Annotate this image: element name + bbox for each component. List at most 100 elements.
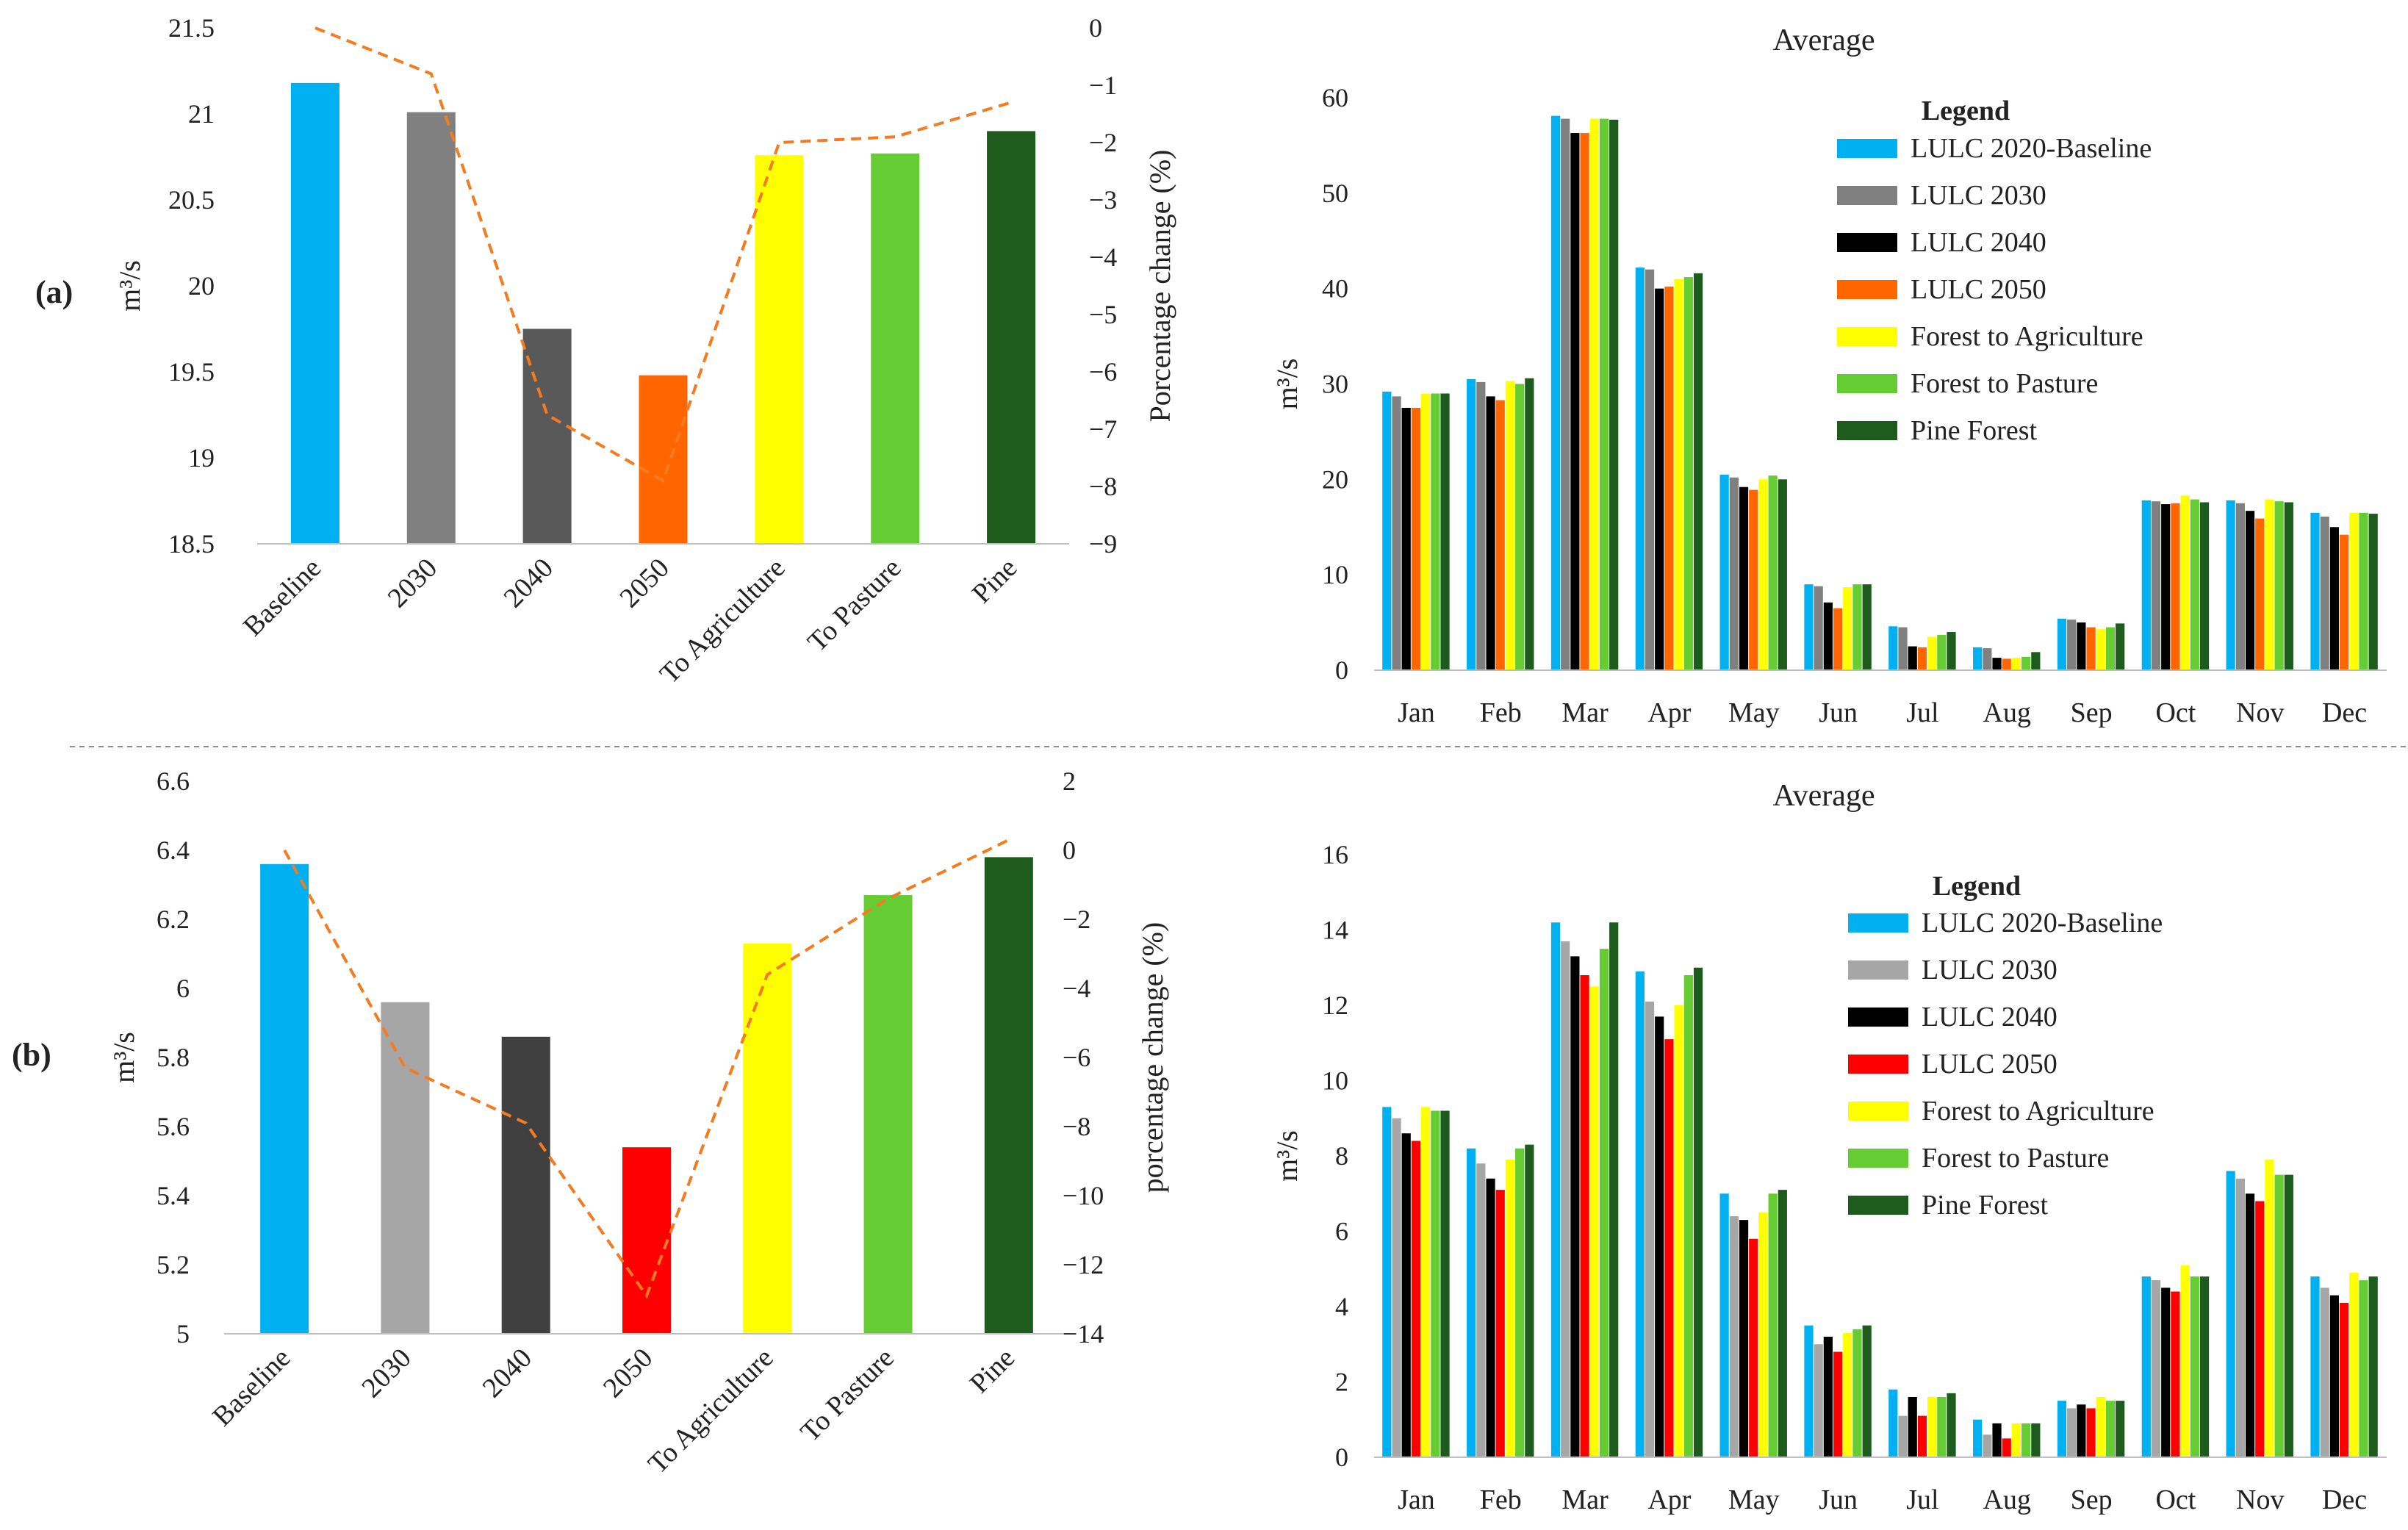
legend-entry: LULC 2040	[1911, 227, 2046, 258]
legend-swatch	[1837, 186, 1897, 205]
bar	[1927, 636, 1937, 670]
bar	[1561, 118, 1570, 670]
y-tick-label: 60	[1322, 83, 1348, 112]
bar	[1467, 379, 1476, 670]
bar	[1683, 277, 1693, 670]
bar	[2057, 618, 2067, 670]
bar	[2086, 1408, 2096, 1457]
bar	[1823, 1337, 1833, 1457]
bar	[1917, 1415, 1927, 1457]
month-label: Sep	[2071, 697, 2113, 728]
bar	[1495, 400, 1505, 670]
month-label: Feb	[1480, 697, 1522, 728]
y2-tick-label: −2	[1089, 128, 1117, 157]
y-axis-title: m³/s	[113, 260, 146, 312]
y-tick-label: 12	[1322, 991, 1348, 1020]
bar	[1645, 1001, 1655, 1457]
y-tick-label: 10	[1322, 1066, 1348, 1096]
y2-tick-label: −2	[1063, 905, 1090, 934]
y-tick-label: 2	[1335, 1368, 1348, 1397]
month-label: May	[1728, 1484, 1780, 1515]
bar	[2011, 1423, 2021, 1457]
bar	[2226, 1171, 2235, 1457]
y2-tick-label: 2	[1063, 766, 1076, 796]
month-label: Aug	[1983, 697, 2031, 728]
month-label: Jul	[1906, 1484, 1938, 1515]
bar	[1833, 608, 1843, 670]
bar	[1983, 1434, 1992, 1457]
bar	[743, 943, 792, 1334]
bar	[1862, 1325, 1872, 1457]
month-label: Nov	[2236, 1484, 2284, 1515]
bar	[2320, 1287, 2329, 1457]
bar	[1440, 393, 1450, 670]
y-tick-label: 5	[176, 1319, 190, 1348]
y-tick-label: 20	[1322, 464, 1348, 494]
bar	[1814, 586, 1823, 670]
bar	[2171, 503, 2180, 670]
legend-entry: LULC 2020-Baseline	[1911, 133, 2152, 164]
y2-tick-label: −9	[1089, 529, 1117, 559]
y2-tick-label: −8	[1089, 472, 1117, 501]
bar	[2180, 495, 2190, 670]
month-label: Sep	[2071, 1484, 2113, 1515]
bar	[381, 1002, 430, 1334]
legend-swatch	[1848, 1008, 1908, 1027]
bar	[2031, 652, 2041, 670]
bar	[2349, 512, 2359, 670]
bar	[2096, 629, 2105, 670]
bar	[639, 375, 688, 544]
y-tick-label: 6	[176, 974, 190, 1003]
legend-title: Legend	[1933, 871, 2021, 902]
legend-entry: LULC 2030	[1911, 180, 2046, 211]
legend-swatch	[1848, 960, 1908, 980]
bar	[1525, 378, 1534, 670]
legend-swatch	[1837, 139, 1897, 158]
bar	[1421, 1107, 1431, 1457]
bar	[984, 857, 1033, 1334]
y2-tick-label: −3	[1089, 185, 1117, 215]
panel-label-a: (a)	[35, 274, 73, 310]
bar	[1505, 1160, 1515, 1457]
bar	[1486, 396, 1495, 670]
bar	[2255, 518, 2265, 670]
month-label: Jun	[1819, 697, 1858, 728]
bar	[2226, 500, 2235, 670]
bar	[2199, 502, 2210, 670]
y-axis-title: m³/s	[1271, 359, 1304, 410]
bar	[1898, 627, 1908, 670]
legend-entry: LULC 2050	[1911, 274, 2046, 305]
bar	[2190, 499, 2199, 670]
bar	[1411, 407, 1421, 670]
bar	[1476, 1163, 1486, 1457]
bar	[1937, 634, 1947, 670]
bar	[2086, 627, 2096, 670]
bar	[2349, 1272, 2359, 1457]
y-tick-label: 50	[1322, 179, 1348, 208]
y2-tick-label: −6	[1063, 1043, 1090, 1072]
legend-title: Legend	[1922, 96, 2010, 126]
bar	[1749, 1238, 1758, 1457]
bar	[2329, 1295, 2339, 1457]
bar	[406, 112, 456, 544]
month-label: Mar	[1561, 1484, 1609, 1515]
bar	[1804, 584, 1814, 670]
bar	[2021, 656, 2031, 670]
bar	[1382, 391, 1392, 670]
legend-entry: LULC 2030	[1922, 955, 2057, 985]
bar	[2161, 504, 2171, 670]
bar	[863, 895, 913, 1334]
y-tick-label: 14	[1322, 916, 1348, 945]
bar	[1674, 279, 1683, 670]
legend-swatch	[1837, 421, 1897, 440]
y-tick-label: 21	[188, 99, 215, 129]
bar	[290, 82, 339, 544]
chart-b-right: 0 2 4 6 8 10 12 14 16 Jan Feb Mar Apr May Jun Jul Aug Sep…	[1271, 779, 2387, 1515]
bar	[1635, 267, 1645, 670]
bar	[1570, 133, 1580, 670]
month-label: Jun	[1819, 1484, 1858, 1515]
bar	[2265, 499, 2274, 670]
bar	[1645, 269, 1655, 670]
